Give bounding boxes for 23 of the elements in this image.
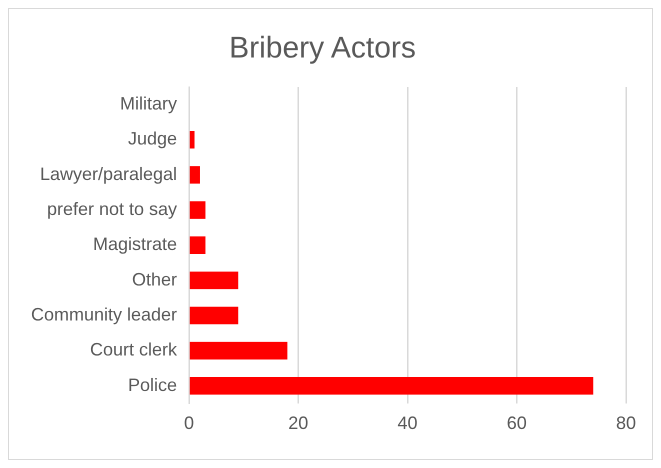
bar [190, 306, 238, 324]
bar [190, 342, 288, 360]
bar [190, 201, 206, 219]
y-tick-label: prefer not to say [46, 199, 178, 220]
y-tick-label: Community leader [30, 304, 178, 324]
chart-title: Bribery Actors [229, 31, 416, 64]
x-tick-label: 0 [184, 413, 194, 434]
x-tick-label: 80 [616, 413, 636, 434]
x-tick-label: 40 [398, 413, 418, 434]
y-tick-label: Magistrate [93, 234, 178, 254]
bar [190, 236, 206, 254]
bar [190, 272, 238, 290]
y-tick-label: Court clerk [90, 340, 178, 360]
y-tick-label: Judge [128, 128, 178, 149]
y-tick-label: Police [128, 374, 178, 395]
x-tick-label: 20 [288, 413, 308, 434]
bar [190, 166, 200, 184]
y-tick-label: Other [132, 269, 178, 290]
x-tick-label: 60 [506, 413, 527, 434]
y-tick-label: Lawyer/paralegal [40, 164, 178, 184]
bar [190, 130, 195, 149]
bar [190, 377, 594, 395]
y-tick-label: Military [120, 94, 178, 114]
